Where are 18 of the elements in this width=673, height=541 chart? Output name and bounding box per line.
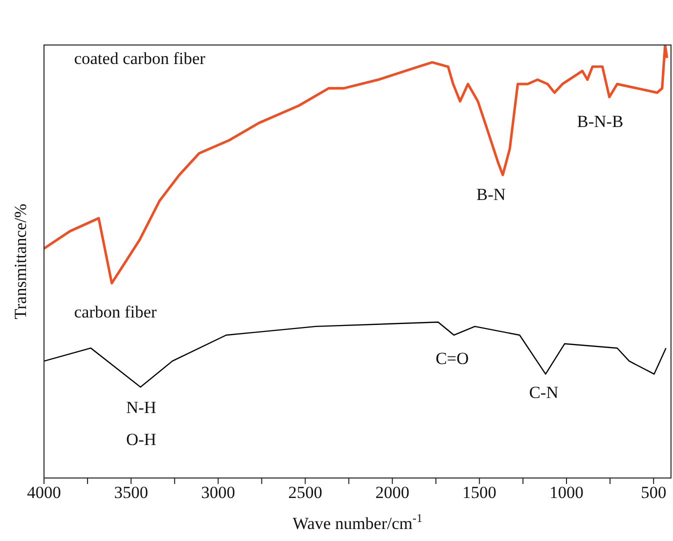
x-tick-label: 4000 bbox=[27, 483, 61, 502]
annotation: coated carbon fiber bbox=[74, 49, 206, 68]
annotation: carbon fiber bbox=[74, 302, 158, 322]
x-tick-label: 3500 bbox=[114, 483, 148, 502]
annotation: O-H bbox=[126, 430, 156, 450]
x-tick-label: 1500 bbox=[462, 483, 496, 502]
annotation: B-N bbox=[476, 185, 506, 204]
x-tick-label: 2000 bbox=[375, 483, 410, 502]
x-tick-label: 2500 bbox=[288, 483, 322, 502]
y-axis-title: Transmittance/% bbox=[11, 204, 30, 320]
annotation: C-N bbox=[529, 382, 558, 402]
annotation: N-H bbox=[126, 398, 156, 418]
annotation: C=O bbox=[436, 348, 469, 368]
x-tick-label: 3000 bbox=[201, 483, 236, 502]
x-tick-label: 500 bbox=[640, 483, 666, 502]
x-tick-label: 1000 bbox=[550, 483, 584, 502]
x-axis-title: Wave number/cm$^{-1}$ bbox=[292, 511, 422, 533]
annotation: B-N-B bbox=[577, 112, 624, 131]
